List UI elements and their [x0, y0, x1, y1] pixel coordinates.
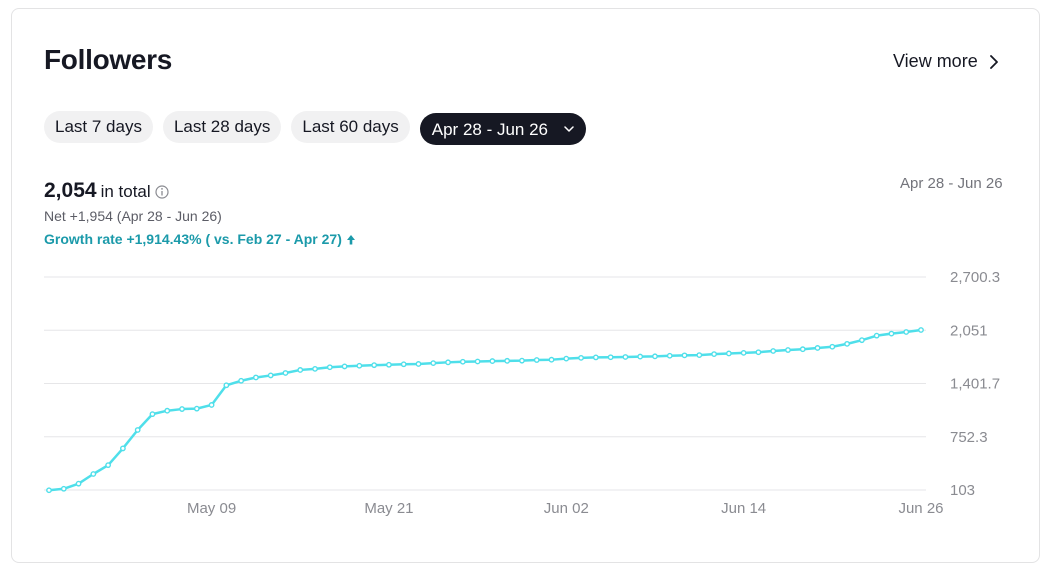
- data-point[interactable]: [888, 330, 895, 337]
- data-point[interactable]: [504, 357, 511, 364]
- data-point[interactable]: [489, 358, 496, 364]
- data-point[interactable]: [785, 347, 791, 353]
- data-point[interactable]: [829, 343, 836, 350]
- data-point[interactable]: [267, 372, 274, 379]
- view-more-label: View more: [893, 51, 978, 71]
- tab-last-60-days[interactable]: Last 60 days: [291, 111, 410, 143]
- y-tick-label: 103: [950, 482, 975, 499]
- data-point[interactable]: [193, 405, 200, 412]
- data-point[interactable]: [711, 351, 717, 358]
- custom-range-label: Apr 28 - Jun 26: [431, 119, 549, 139]
- data-point[interactable]: [208, 402, 215, 408]
- tab-last-7-days[interactable]: Last 7 days: [44, 111, 153, 143]
- data-point[interactable]: [341, 363, 348, 370]
- total-label: in total: [100, 182, 151, 201]
- data-point[interactable]: [622, 354, 629, 360]
- data-point[interactable]: [548, 356, 555, 363]
- data-point[interactable]: [799, 346, 806, 353]
- data-point[interactable]: [253, 374, 259, 381]
- data-point[interactable]: [400, 361, 407, 368]
- data-point[interactable]: [90, 471, 97, 477]
- data-point[interactable]: [755, 349, 762, 356]
- data-point[interactable]: [371, 362, 378, 369]
- data-point[interactable]: [179, 406, 185, 412]
- data-point[interactable]: [134, 427, 141, 433]
- growth-rate: Growth rate +1,914.43% ( vs. Feb 27 - Ap…: [44, 231, 356, 247]
- data-point[interactable]: [326, 364, 333, 371]
- arrow-up-icon: [346, 234, 355, 244]
- data-point[interactable]: [918, 327, 924, 333]
- x-tick-label: Jun 26: [898, 500, 943, 517]
- chart-range-label: Apr 28 - Jun 26: [900, 175, 1003, 192]
- data-point[interactable]: [681, 352, 688, 359]
- data-point[interactable]: [474, 358, 481, 365]
- data-point[interactable]: [578, 354, 584, 361]
- y-tick-label: 2,700.3: [950, 269, 1000, 286]
- data-point[interactable]: [592, 354, 599, 361]
- y-tick-label: 2,051: [950, 322, 988, 339]
- data-point[interactable]: [652, 353, 658, 360]
- chevron-down-icon: [564, 125, 574, 132]
- data-point[interactable]: [297, 367, 304, 373]
- data-point[interactable]: [105, 462, 112, 469]
- data-point[interactable]: [75, 480, 82, 487]
- view-more-link[interactable]: View more: [893, 51, 1000, 72]
- page-title: Followers: [44, 44, 172, 75]
- data-point[interactable]: [356, 362, 363, 369]
- y-tick-label: 1,401.7: [950, 376, 1000, 393]
- followers-card: [11, 8, 1040, 563]
- data-point[interactable]: [119, 445, 126, 452]
- data-point[interactable]: [164, 407, 171, 414]
- y-tick-label: 752.3: [950, 429, 988, 446]
- data-point[interactable]: [607, 354, 614, 361]
- data-point[interactable]: [238, 377, 245, 384]
- data-point[interactable]: [858, 337, 865, 344]
- data-point[interactable]: [770, 348, 777, 354]
- data-point[interactable]: [814, 345, 821, 351]
- data-point[interactable]: [60, 485, 67, 492]
- data-point[interactable]: [430, 360, 437, 367]
- tab-last-28-days[interactable]: Last 28 days: [162, 111, 282, 143]
- data-point[interactable]: [459, 358, 466, 365]
- data-point[interactable]: [725, 350, 732, 357]
- data-point[interactable]: [844, 340, 851, 347]
- x-tick-label: Jun 14: [721, 500, 766, 517]
- total-value: 2,054: [44, 179, 97, 202]
- data-point[interactable]: [637, 353, 644, 360]
- net-change: Net +1,954 (Apr 28 - Jun 26): [44, 208, 222, 224]
- data-point[interactable]: [46, 487, 52, 494]
- data-point[interactable]: [696, 352, 703, 358]
- date-range-tabs: Last 7 days Last 28 days Last 60 days Ap…: [44, 111, 587, 145]
- data-point[interactable]: [740, 349, 747, 356]
- chevron-right-icon: [989, 54, 998, 69]
- tab-custom-range[interactable]: Apr 28 - Jun 26: [419, 113, 587, 145]
- data-point[interactable]: [223, 382, 230, 389]
- data-point[interactable]: [282, 370, 289, 376]
- x-tick-label: May 09: [187, 500, 236, 517]
- data-point[interactable]: [149, 411, 156, 418]
- data-point[interactable]: [386, 361, 392, 368]
- growth-rate-text: Growth rate +1,914.43% ( vs. Feb 27 - Ap…: [44, 231, 342, 247]
- data-point[interactable]: [666, 352, 673, 359]
- info-icon[interactable]: [155, 185, 169, 199]
- data-point[interactable]: [563, 355, 570, 362]
- data-point[interactable]: [312, 365, 318, 372]
- data-point[interactable]: [415, 361, 422, 367]
- x-tick-label: May 21: [364, 500, 413, 517]
- data-point[interactable]: [445, 359, 451, 366]
- data-point[interactable]: [873, 332, 880, 339]
- data-point[interactable]: [903, 329, 910, 335]
- total-followers: 2,054 in total: [44, 179, 169, 203]
- data-point[interactable]: [519, 357, 525, 364]
- data-point[interactable]: [533, 357, 540, 363]
- x-tick-label: Jun 02: [544, 500, 589, 517]
